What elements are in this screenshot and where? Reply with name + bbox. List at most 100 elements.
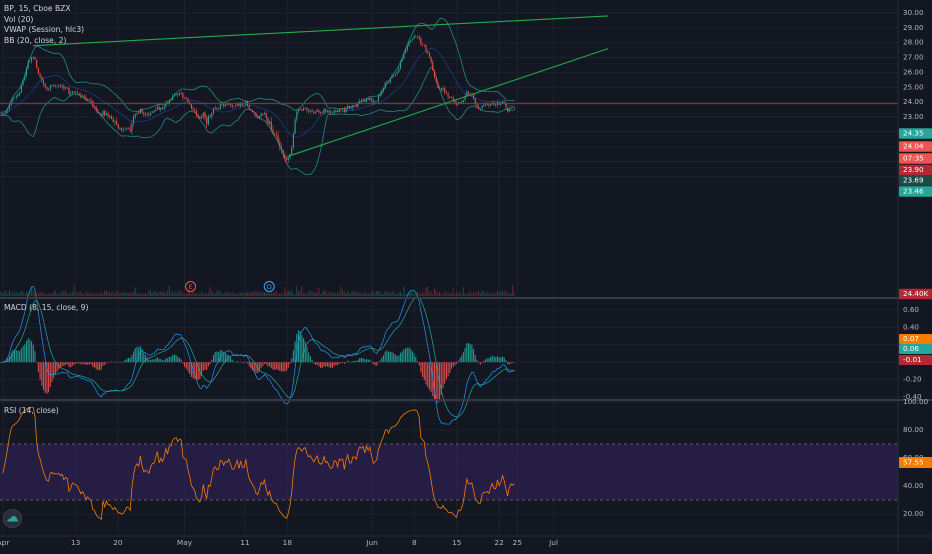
volume-bar <box>46 293 48 296</box>
legend-bb[interactable]: BB (20, close, 2) <box>4 35 67 45</box>
candle-body <box>224 104 226 107</box>
pane-dividers[interactable] <box>0 297 932 537</box>
volume-bar <box>265 292 267 296</box>
volume-bar <box>127 293 129 296</box>
macd-histogram-bar <box>452 362 454 367</box>
legend-macd[interactable]: MACD (8, 15, close, 9) <box>4 303 89 312</box>
candle-body <box>483 104 485 106</box>
candle-body <box>126 127 128 130</box>
volume-bar <box>253 292 255 296</box>
candle-body <box>104 111 106 116</box>
time-axis[interactable]: Apr 13 20 May 11 18 Jun 8 15 22 25 Jul <box>0 538 558 547</box>
candle-body <box>347 106 349 109</box>
volume-bar <box>97 292 99 296</box>
legend-vwap[interactable]: VWAP (Session, hlc3) <box>4 25 85 34</box>
macd-histogram-bar <box>284 362 286 372</box>
legend-rsi[interactable]: RSI (14, close) <box>4 406 59 415</box>
legend-symbol[interactable]: BP, 15, Cboe BZX <box>4 4 71 13</box>
macd-histogram-bar <box>471 344 473 363</box>
macd-histogram-bar <box>144 355 147 363</box>
tradingview-logo[interactable] <box>3 509 22 528</box>
rsi-current-value: 57.55 <box>903 458 924 467</box>
candle-body <box>360 100 362 102</box>
candle-body <box>345 108 347 112</box>
event-marker-d[interactable] <box>263 281 275 292</box>
macd-histogram-bar <box>134 348 136 363</box>
candles <box>0 34 515 164</box>
macd-histogram-bar <box>389 351 391 363</box>
candle-body <box>31 57 33 62</box>
candle-body <box>507 107 509 112</box>
candle-body <box>318 109 320 113</box>
volume-bar <box>410 291 412 296</box>
volume-bar <box>352 291 354 296</box>
candle-body <box>406 45 408 50</box>
candle-body <box>257 116 259 119</box>
candle-body <box>428 53 430 57</box>
macd-histogram-bar <box>34 351 36 363</box>
volume-bar <box>512 285 514 296</box>
macd-histogram-bar <box>447 362 449 377</box>
legend-vol[interactable]: Vol (20) <box>4 14 34 24</box>
macd-current-label: 0.07 <box>903 334 919 343</box>
macd-histogram-bar <box>117 362 119 363</box>
macd-histogram-bar <box>483 360 485 363</box>
macd-histogram-bar <box>71 362 73 366</box>
candle-body <box>510 107 512 109</box>
volume-bar <box>246 291 248 296</box>
macd-histogram-bar <box>371 361 373 363</box>
macd-histogram-bar <box>376 362 378 366</box>
price-axis[interactable]: 30.00 29.00 28.00 27.00 26.00 25.00 24.00 23.00… <box>897 0 932 550</box>
macd-histogram-bar <box>403 349 405 363</box>
volume-bar <box>85 291 87 296</box>
macd-histogram-bar <box>433 362 436 401</box>
macd-histogram-bar <box>245 361 247 363</box>
macd-histogram-bar <box>131 355 133 363</box>
volume-bar <box>314 292 316 296</box>
macd-histogram-bar <box>396 355 398 363</box>
volume-bar <box>124 292 126 296</box>
macd-histogram-bar <box>445 362 447 380</box>
candle-body <box>372 100 374 103</box>
volume-bar <box>289 291 291 296</box>
time-tick-label: 15 <box>452 538 462 547</box>
macd-histogram-bar <box>304 341 306 363</box>
candle-body <box>432 62 434 71</box>
volume-bar <box>360 292 362 296</box>
macd-histogram-bar <box>116 361 118 363</box>
trendline-upper[interactable] <box>33 15 609 47</box>
volume-bar <box>163 291 165 296</box>
event-marker-e[interactable] <box>185 281 197 292</box>
candle-body <box>473 93 475 99</box>
volume-bar <box>168 285 170 296</box>
trendline-lower[interactable] <box>287 48 609 158</box>
volume-bar <box>190 293 192 296</box>
event-marker-label: D <box>267 283 272 291</box>
candle-body <box>233 106 235 108</box>
volume-bar <box>403 286 405 296</box>
macd-histogram-bar <box>155 358 157 363</box>
volume-bar <box>491 294 493 296</box>
candle-body <box>252 110 254 113</box>
candle-body <box>124 129 126 130</box>
macd-histogram-bar <box>345 362 347 363</box>
candle-body <box>226 104 228 106</box>
macd-histogram-bar <box>464 348 466 363</box>
candle-body <box>503 101 505 104</box>
macd-histogram-bar <box>416 360 419 363</box>
volume-bar <box>158 291 160 296</box>
event-marker-label: E <box>188 283 192 291</box>
macd-histogram-bar <box>114 361 116 363</box>
macd-histogram-bar <box>148 359 150 363</box>
macd-histogram-bar <box>399 352 402 363</box>
macd-histogram-bar <box>85 362 87 366</box>
candle-body <box>393 75 395 77</box>
volume-bar <box>338 292 340 296</box>
trendlines[interactable] <box>33 15 609 158</box>
macd-histogram-bar <box>275 362 277 370</box>
candle-body <box>216 107 218 110</box>
volume-bar <box>287 290 289 296</box>
candle-body <box>348 106 351 109</box>
